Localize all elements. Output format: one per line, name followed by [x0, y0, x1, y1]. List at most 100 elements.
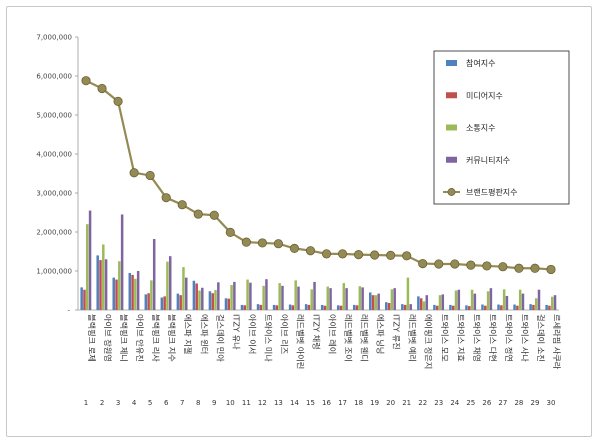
x-rank-label: 30 — [547, 399, 556, 407]
bar — [211, 293, 214, 310]
line-point — [257, 238, 267, 248]
bar — [406, 277, 410, 310]
bar — [150, 280, 153, 310]
line-point — [113, 96, 123, 106]
bar — [288, 304, 292, 310]
line-point — [353, 250, 364, 260]
bar — [163, 296, 166, 310]
x-category-label-group: 에스파 윈터 — [199, 314, 209, 354]
legend-swatch — [446, 124, 457, 131]
y-tick-label: - — [67, 307, 70, 315]
legend-label: 커뮤니티지수 — [466, 155, 510, 165]
legend-label: 브랜드평판지수 — [466, 187, 518, 197]
bar — [465, 305, 468, 310]
bar — [214, 290, 217, 310]
x-category-label-group: 블랙핑크 제니 — [119, 314, 129, 362]
x-rank-label: 4 — [132, 399, 137, 407]
x-rank-label: 17 — [338, 399, 347, 407]
bar — [104, 259, 108, 310]
legend-label: 미디어지수 — [466, 90, 503, 100]
x-rank-label: 7 — [180, 399, 184, 407]
bar — [513, 304, 516, 310]
bar — [259, 304, 263, 310]
x-rank-label: 2 — [100, 399, 104, 407]
x-category-label-group: 트와이스 모모 — [440, 314, 450, 362]
bar — [486, 291, 490, 310]
bar — [505, 295, 509, 310]
bar — [240, 304, 244, 310]
bar — [304, 304, 308, 310]
bar — [361, 287, 364, 310]
bar — [468, 306, 471, 310]
x-category-label-group: 트와이스 다현 — [488, 314, 498, 362]
x-category-label-group: 블랙핑크 로제 — [87, 314, 97, 362]
legend-line-marker — [447, 188, 456, 196]
x-category-label: 에스파 윈터 — [199, 314, 209, 354]
bar — [484, 305, 487, 310]
x-category-label: ITZY 채령 — [311, 314, 321, 350]
x-rank-label: 20 — [386, 399, 395, 407]
bar — [422, 301, 426, 310]
x-rank-label: 22 — [418, 399, 427, 407]
bar — [339, 305, 343, 310]
bar — [532, 304, 535, 310]
line-point — [161, 193, 171, 203]
x-rank-label: 16 — [322, 399, 331, 407]
bar — [454, 290, 458, 310]
line-point — [209, 210, 219, 220]
bar — [497, 304, 500, 310]
bar — [83, 289, 86, 310]
line-point — [225, 227, 235, 237]
line-point — [81, 76, 91, 86]
x-category-label: 레드벨벳 웬디 — [360, 314, 370, 362]
bar — [323, 305, 327, 310]
x-category-label-group: ITZY 채령 — [311, 314, 321, 350]
line-point — [482, 261, 492, 271]
bar — [120, 214, 124, 310]
bar — [369, 292, 372, 310]
bar — [217, 282, 220, 310]
x-category-label: 트와이스 채영 — [472, 314, 482, 362]
bar — [393, 288, 396, 310]
bar — [262, 285, 265, 310]
y-tick-label: 2,000,000 — [36, 229, 72, 237]
bar — [265, 279, 268, 310]
x-category-label: ITZY 유나 — [231, 314, 241, 350]
bar — [425, 295, 429, 310]
line-point — [450, 259, 460, 269]
x-category-label-group: 에스파 지젤 — [183, 314, 193, 354]
x-category-label: 아이브 이서 — [247, 314, 257, 354]
bar — [278, 283, 281, 310]
x-category-label-group: 아이브 이서 — [247, 314, 257, 354]
bar — [401, 304, 404, 310]
x-category-label-group: 레드벨벳 조이 — [344, 314, 354, 362]
bar — [310, 289, 313, 310]
bar — [438, 295, 442, 310]
bar — [451, 305, 455, 310]
x-category-label: 레드벨벳 아이린 — [295, 314, 305, 369]
x-rank-label: 19 — [370, 399, 379, 407]
bar — [291, 305, 295, 310]
x-rank-label: 5 — [148, 399, 152, 407]
bar — [502, 289, 506, 310]
x-category-label-group: 아이브 안유진 — [135, 314, 145, 362]
line-point — [321, 249, 332, 259]
bar — [326, 286, 330, 310]
x-rank-label: 13 — [274, 399, 283, 407]
x-category-label: 아이브 장원영 — [103, 314, 113, 362]
x-rank-label: 8 — [196, 399, 200, 407]
x-rank-label: 27 — [498, 399, 507, 407]
x-rank-label: 18 — [354, 399, 363, 407]
bar — [176, 293, 180, 310]
x-category-label-group: 에스파 닝닝 — [376, 314, 386, 354]
x-category-label-group: 레드벨벳 웬디 — [360, 314, 370, 362]
x-rank-label: 12 — [258, 399, 267, 407]
bar — [249, 282, 252, 310]
bar — [313, 281, 316, 310]
bar — [192, 280, 196, 310]
bar — [134, 278, 137, 310]
bar — [457, 289, 461, 310]
legend-label: 참여지수 — [466, 58, 495, 68]
x-rank-label: 21 — [402, 399, 411, 407]
